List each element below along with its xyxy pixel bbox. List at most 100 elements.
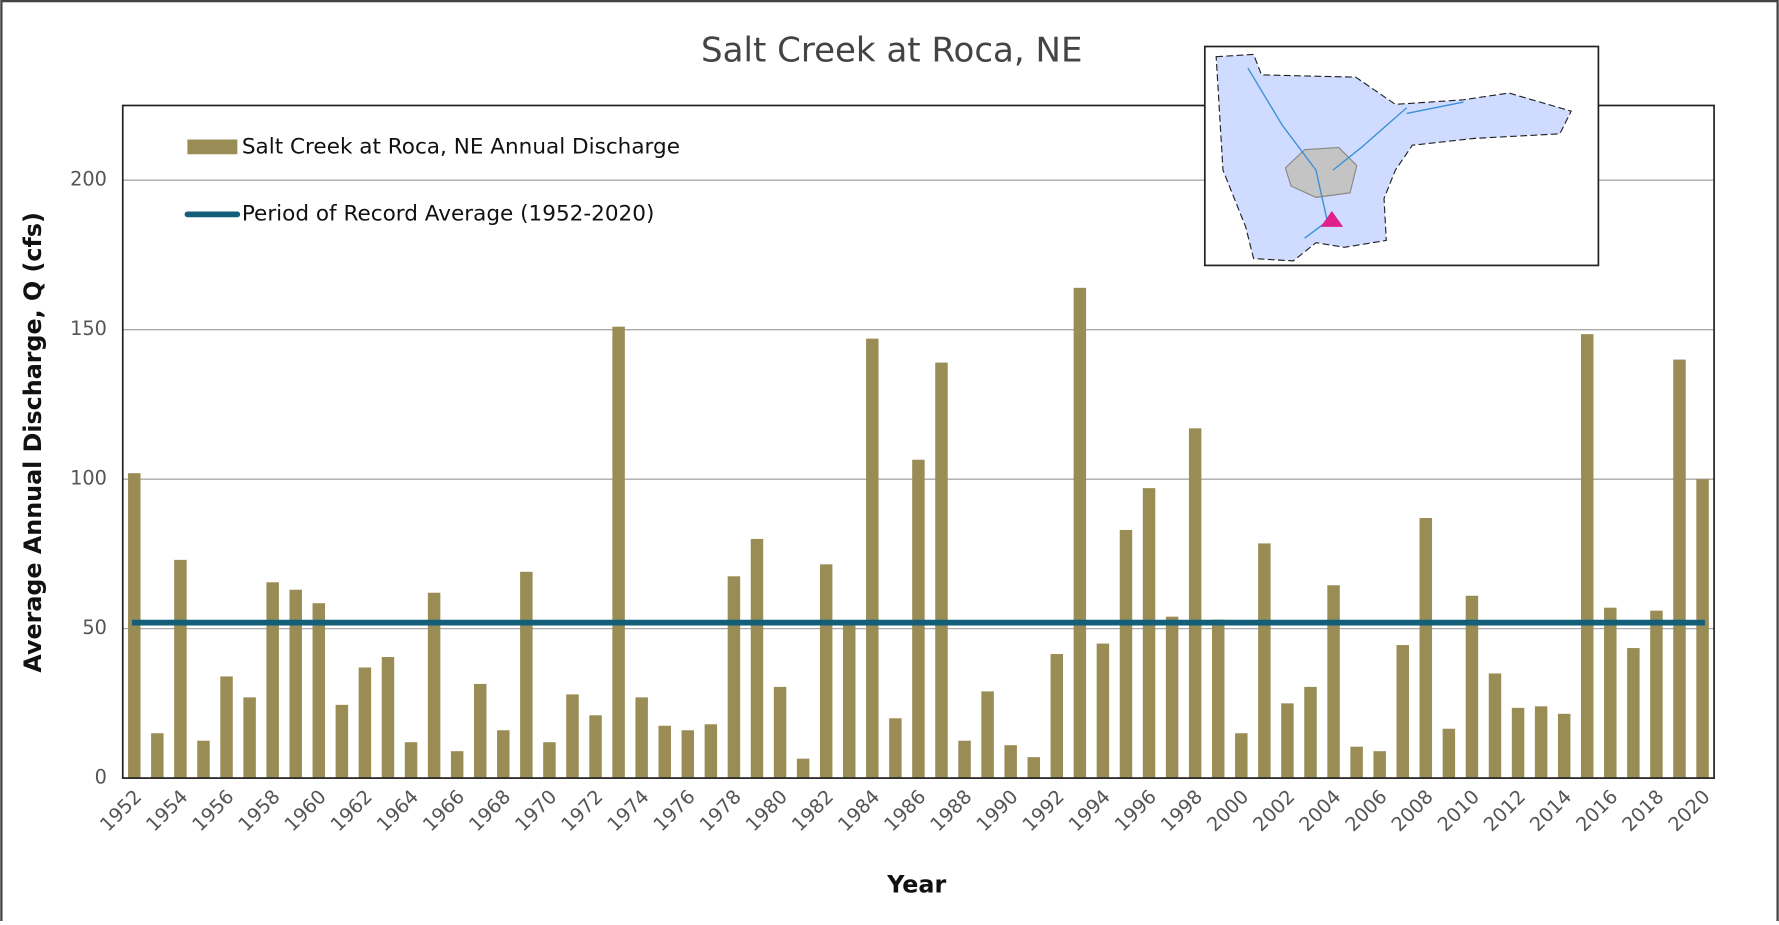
x-tick-label: 1952 [95, 785, 146, 836]
x-tick-label: 1992 [1018, 785, 1069, 836]
x-tick-label: 1990 [972, 785, 1023, 836]
bar [958, 740, 971, 779]
bar [681, 730, 695, 779]
x-tick-label: 1958 [234, 785, 285, 836]
bar [1465, 595, 1479, 779]
x-tick-label: 1996 [1110, 785, 1161, 836]
legend-swatch [187, 139, 238, 155]
bar [796, 758, 810, 779]
bar [312, 603, 326, 779]
x-tick-label: 1986 [879, 785, 930, 836]
bar [1258, 543, 1271, 779]
bar [1396, 645, 1409, 779]
bar [1350, 746, 1363, 779]
bar [1419, 518, 1433, 779]
bar [220, 676, 233, 779]
y-tick-label: 100 [70, 467, 107, 490]
bar [773, 686, 787, 779]
bar [128, 473, 141, 779]
x-tick-label: 2010 [1433, 785, 1484, 836]
bar [750, 538, 764, 779]
y-tick-label: 50 [82, 616, 107, 639]
bar [473, 683, 487, 779]
x-tick-label: 2000 [1202, 785, 1253, 836]
bar [174, 559, 187, 779]
x-tick-label: 2006 [1341, 785, 1392, 836]
bar [1096, 643, 1110, 779]
bar [1050, 654, 1064, 779]
bar [889, 718, 902, 779]
x-tick-label: 2008 [1387, 785, 1438, 836]
bar [866, 338, 879, 779]
inset-map [1203, 45, 1600, 267]
bar [520, 571, 533, 779]
y-tick-label: 150 [70, 317, 107, 340]
x-tick-label: 1978 [695, 785, 746, 836]
bar [381, 657, 395, 779]
x-tick-label: 1964 [372, 785, 423, 836]
bar [358, 667, 372, 779]
bar [1119, 529, 1133, 779]
bar [1373, 751, 1386, 779]
bar [1304, 686, 1317, 779]
x-tick-label: 2020 [1664, 785, 1715, 836]
bar [727, 576, 741, 779]
bar [1650, 610, 1663, 779]
bar [589, 715, 602, 779]
x-tick-label: 1956 [188, 785, 239, 836]
bar [1188, 428, 1202, 779]
bar [450, 751, 464, 779]
y-tick-label: 0 [95, 766, 107, 789]
bar [497, 730, 510, 779]
bar [658, 725, 671, 779]
x-tick-label: 1970 [510, 785, 561, 836]
y-axis-label: Average Annual Discharge, Q (cfs) [19, 212, 47, 673]
bar [1073, 287, 1087, 779]
bar [335, 704, 349, 779]
x-tick-label: 1962 [326, 785, 377, 836]
bar [266, 582, 279, 779]
bar [704, 724, 718, 779]
bar [635, 697, 648, 779]
bar [819, 564, 833, 779]
x-tick-label: 1988 [926, 785, 977, 836]
x-tick-label: 1982 [787, 785, 838, 836]
x-axis-label: Year [886, 870, 946, 898]
bar [1557, 713, 1571, 779]
plot-border [121, 104, 1715, 779]
bar [1511, 707, 1525, 779]
bar [197, 740, 210, 779]
x-tick-label: 1968 [464, 785, 515, 836]
x-tick-label: 2016 [1571, 785, 1622, 836]
x-tick-label: 1972 [557, 785, 608, 836]
bar [243, 697, 256, 779]
y-tick-label: 200 [70, 168, 107, 191]
x-tick-label: 1966 [418, 785, 469, 836]
bar [543, 742, 556, 779]
bar [404, 742, 418, 779]
x-tick-label: 2012 [1479, 785, 1530, 836]
legend-label: Salt Creek at Roca, NE Annual Discharge [242, 134, 680, 159]
x-tick-label: 1980 [741, 785, 792, 836]
x-tick-label: 1984 [833, 785, 884, 836]
x-tick-label: 2018 [1617, 785, 1668, 836]
x-tick-label: 2004 [1295, 785, 1346, 836]
bar [1604, 607, 1617, 779]
chart-title: Salt Creek at Roca, NE [701, 31, 1082, 71]
bar [1212, 619, 1225, 779]
bar [1696, 479, 1709, 779]
bar [1281, 703, 1294, 779]
x-tick-label: 1974 [603, 785, 654, 836]
legend: Salt Creek at Roca, NE Annual Discharge P… [184, 134, 680, 226]
x-tick-label: 1954 [141, 785, 192, 836]
bar [1004, 745, 1017, 779]
x-tick-label: 1960 [280, 785, 331, 836]
bar [612, 326, 625, 779]
bar [1627, 648, 1640, 779]
bar [151, 733, 164, 779]
bar [566, 694, 579, 779]
bar [912, 459, 925, 779]
bar [1142, 488, 1156, 779]
